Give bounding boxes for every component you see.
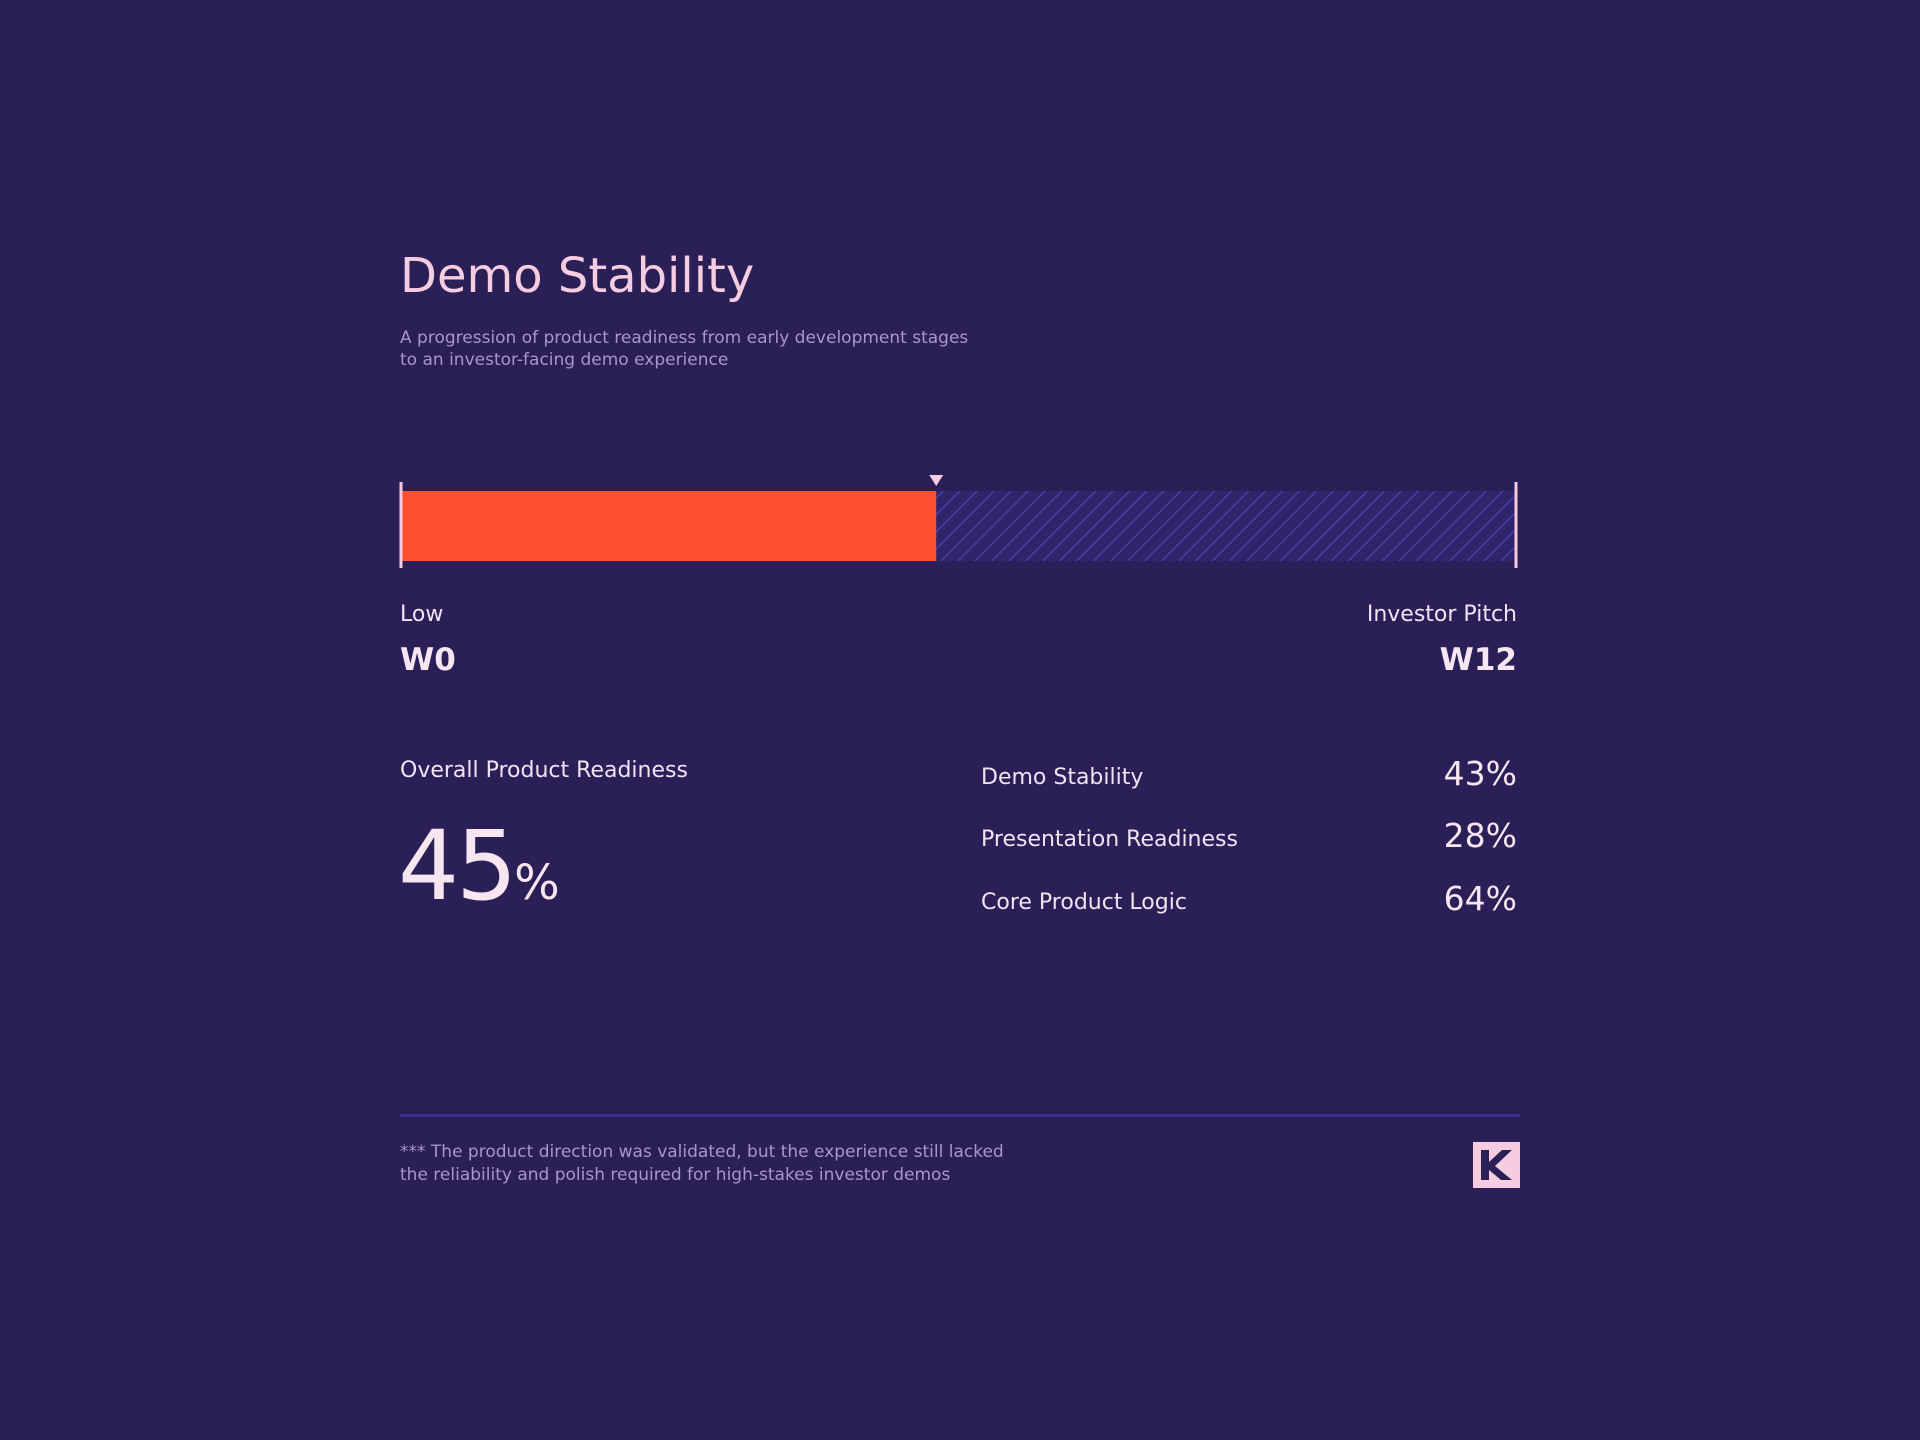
- title: Demo Stability: [400, 248, 755, 304]
- overall-number: 45: [398, 810, 517, 922]
- metric-value: 28%: [1443, 816, 1517, 855]
- overall-unit: %: [514, 855, 560, 911]
- logo: [1473, 1142, 1520, 1188]
- start-label: Low: [400, 602, 444, 627]
- metric-value: 43%: [1443, 754, 1517, 793]
- metric-label: Core Product Logic: [981, 890, 1187, 915]
- metric-label: Demo Stability: [981, 765, 1144, 790]
- end-week: W12: [1439, 642, 1517, 678]
- bar-fill: [401, 491, 937, 561]
- subtitle: A progression of product readiness from …: [400, 328, 969, 348]
- end-label: Investor Pitch: [1366, 602, 1517, 627]
- progress-bar: [399, 475, 1518, 568]
- overall-value: 45%: [398, 810, 560, 922]
- footnote: the reliability and polish required for …: [400, 1165, 951, 1185]
- metric-label: Presentation Readiness: [981, 827, 1238, 852]
- metric-value: 64%: [1443, 879, 1517, 918]
- overall-label: Overall Product Readiness: [400, 758, 688, 783]
- marker: [929, 475, 944, 486]
- footnote: *** The product direction was validated,…: [400, 1142, 1004, 1162]
- divider: [400, 1114, 1520, 1117]
- subtitle: to an investor-facing demo experience: [400, 350, 729, 370]
- start-week: W0: [400, 642, 456, 678]
